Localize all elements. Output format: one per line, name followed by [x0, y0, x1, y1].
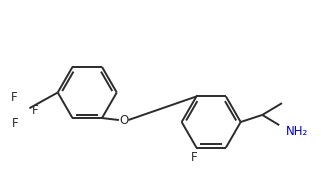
Text: F: F — [11, 91, 18, 104]
Text: F: F — [191, 151, 198, 164]
Text: O: O — [119, 114, 128, 127]
Text: NH₂: NH₂ — [286, 125, 308, 138]
Text: F: F — [31, 104, 38, 117]
Text: F: F — [12, 117, 19, 130]
